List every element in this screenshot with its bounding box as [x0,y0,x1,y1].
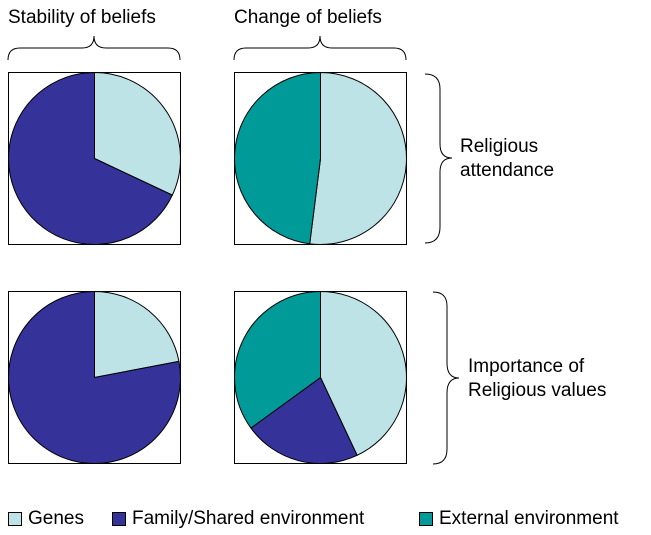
pie-slice-family-shared-environment [250,377,358,464]
pie-slice-external-environment [234,291,321,429]
pies-group [8,72,407,464]
pie-slice-family-shared-environment [8,72,173,245]
column-header-change: Change of beliefs [234,7,382,28]
row-label-line: Importance of [468,356,585,377]
pie-slice-genes [94,72,181,196]
row-label-importance: Importance of Religious values [468,355,606,403]
pie-slice-genes [309,72,407,245]
legend-label: External environment [439,508,619,529]
pie-slice-genes [320,291,407,456]
row-label-line: Religious [460,136,539,157]
legend-swatch [8,512,22,526]
pie-slice-family-shared-environment [8,291,181,464]
column-brace-change [233,35,407,61]
column-header-stability: Stability of beliefs [8,7,156,28]
pie-slice-genes [94,291,180,378]
legend-label: Family/Shared environment [132,508,365,529]
row-brace-importance [432,291,460,465]
legend-label: Genes [28,508,84,529]
row-label-line: attendance [460,160,555,181]
row-brace-religious-attendance [424,73,453,244]
pie-slice-external-environment [234,72,321,245]
row-label-religious-attendance: Religious attendance [460,135,554,183]
row-label-line: Religious values [468,380,607,401]
legend-swatch [112,512,126,526]
column-brace-stability [7,35,181,61]
legend-swatch [419,512,433,526]
